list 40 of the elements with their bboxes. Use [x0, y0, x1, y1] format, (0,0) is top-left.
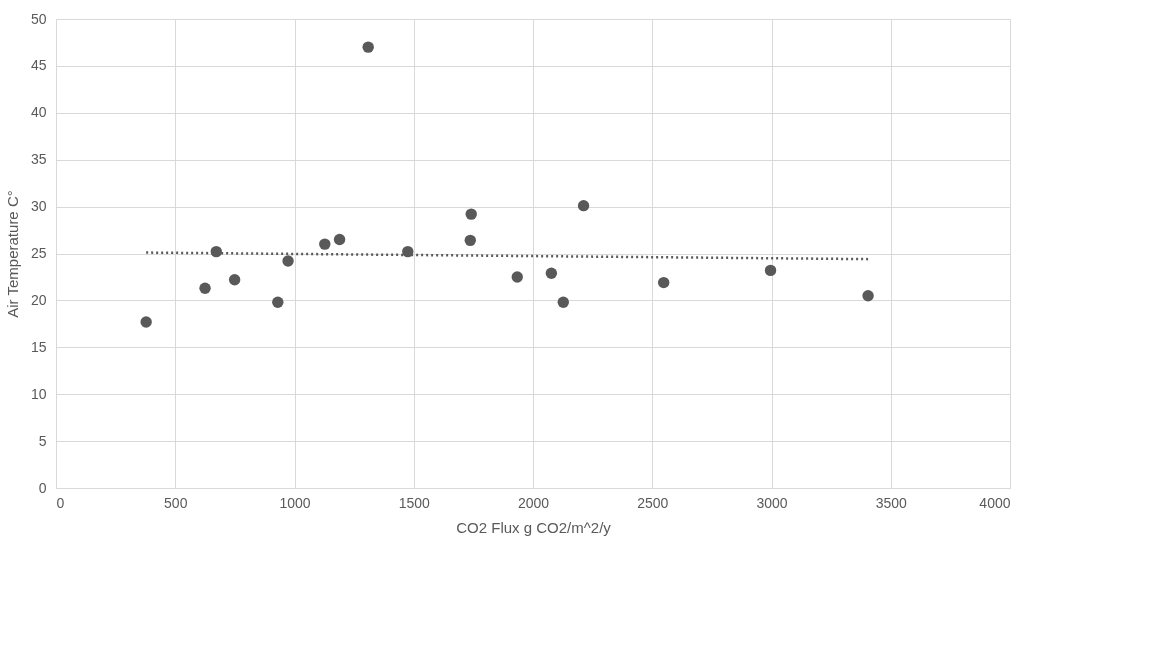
y-axis-title: Air Temperature C°	[3, 190, 21, 318]
point	[577, 199, 590, 212]
point	[658, 276, 670, 289]
x-tick-label: 2000	[517, 494, 550, 511]
point	[764, 264, 777, 277]
point	[402, 245, 414, 258]
x-tick-label: 3500	[875, 494, 908, 511]
y-tick-label: 35	[30, 151, 47, 168]
y-tick-label: 30	[30, 198, 47, 215]
x-tick-label: 500	[164, 494, 188, 511]
point	[464, 234, 476, 247]
y-tick-label: 10	[30, 385, 47, 402]
point	[557, 296, 569, 308]
point	[272, 296, 284, 308]
y-tick-label: 25	[30, 245, 47, 261]
y-tick-label: 5	[38, 432, 47, 449]
y-tick-label: 40	[30, 104, 47, 121]
point	[545, 267, 558, 279]
x-tick-label: 1000	[279, 494, 311, 511]
x-tick-label: 1500	[398, 494, 431, 511]
y-tick-label: 20	[30, 291, 47, 308]
point	[333, 233, 346, 246]
x-tick-label: 0	[56, 494, 65, 511]
x-tick-label: 3000	[756, 494, 788, 511]
point	[282, 255, 294, 267]
point	[199, 282, 211, 294]
point	[319, 238, 331, 250]
x-tick-label: 2500	[637, 494, 669, 511]
point	[862, 290, 874, 302]
y-tick-label: 50	[30, 10, 47, 27]
point	[465, 208, 477, 220]
y-tick-label: 45	[30, 57, 47, 74]
y-tick-label: 15	[30, 338, 47, 355]
point	[140, 316, 152, 328]
point	[362, 41, 374, 53]
point	[511, 271, 523, 283]
x-axis-title: CO2 Flux g CO2/m^2/y	[456, 518, 612, 536]
y-tick-label: 0	[38, 479, 47, 496]
x-tick-label: 4000	[979, 494, 1011, 511]
point	[228, 274, 241, 286]
